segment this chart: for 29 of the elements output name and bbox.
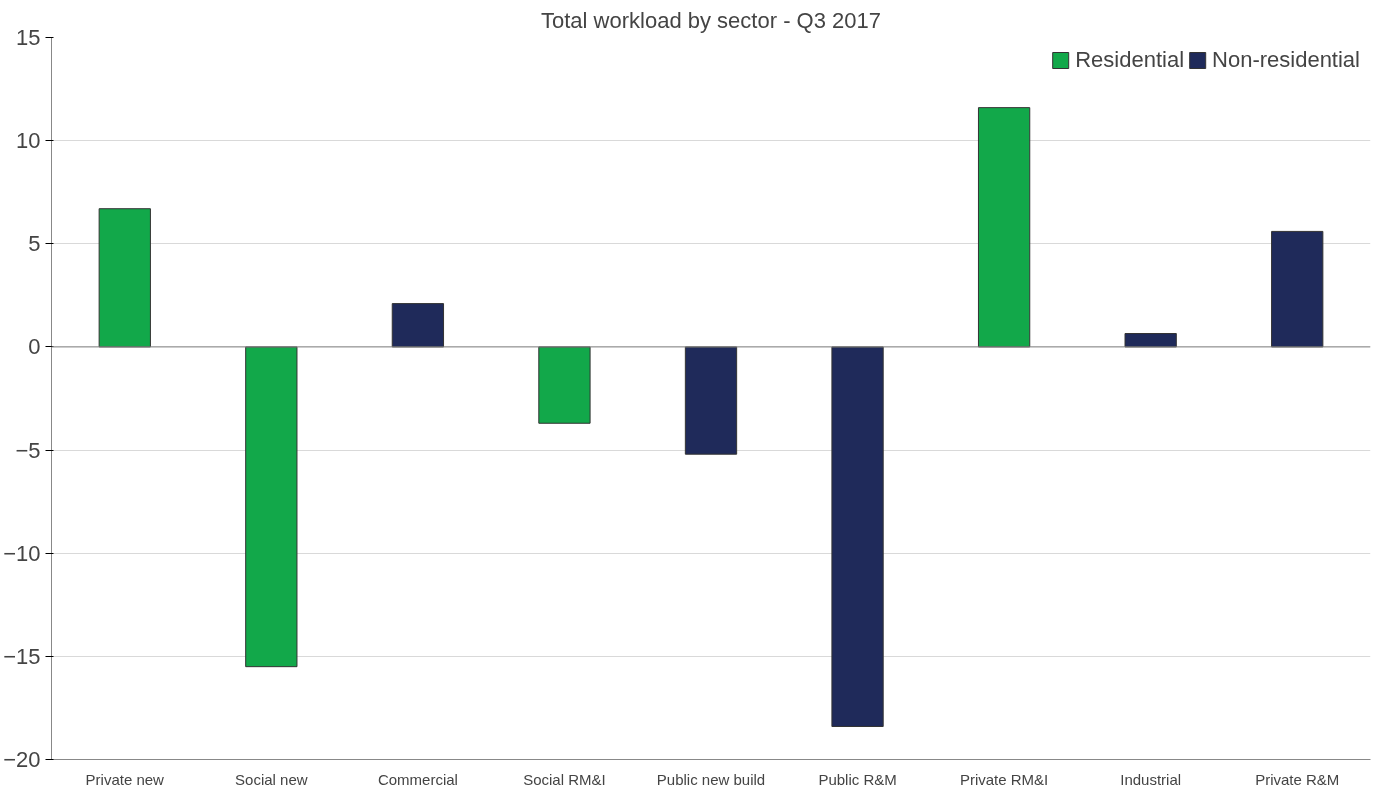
- bar: [538, 346, 591, 424]
- y-tick-label: 10: [16, 128, 41, 154]
- x-tick-label: Social RM&I: [523, 770, 606, 788]
- y-tick-label: 5: [28, 231, 41, 257]
- bar: [245, 346, 298, 668]
- bar: [391, 303, 445, 348]
- x-tick-label: Social new: [235, 770, 308, 788]
- legend-label: Non-residential: [1212, 47, 1360, 73]
- x-tick-label: Private R&M: [1255, 770, 1340, 788]
- x-tick-label: Public new build: [656, 770, 766, 788]
- bar: [831, 346, 884, 727]
- bar: [98, 208, 151, 348]
- y-tick-label: −15: [3, 643, 41, 669]
- y-tick-label: −5: [15, 437, 41, 463]
- bar: [684, 346, 738, 455]
- y-tick-label: −10: [3, 540, 41, 566]
- bar: [1271, 230, 1324, 348]
- legend-label: Residential: [1075, 47, 1185, 73]
- chart-title: Total workload by sector - Q3 2017: [541, 7, 881, 33]
- x-tick-label: Commercial: [377, 770, 458, 788]
- bar: [1124, 333, 1177, 348]
- y-tick-label: −20: [3, 747, 41, 772]
- bar: [977, 107, 1031, 348]
- x-tick-label: Private new: [85, 770, 165, 788]
- x-tick-label: Industrial: [1120, 770, 1182, 788]
- y-tick-label: 0: [28, 334, 41, 360]
- y-tick-label: 15: [16, 25, 41, 50]
- x-tick-label: Private RM&I: [959, 770, 1049, 788]
- x-tick-label: Public R&M: [818, 770, 897, 788]
